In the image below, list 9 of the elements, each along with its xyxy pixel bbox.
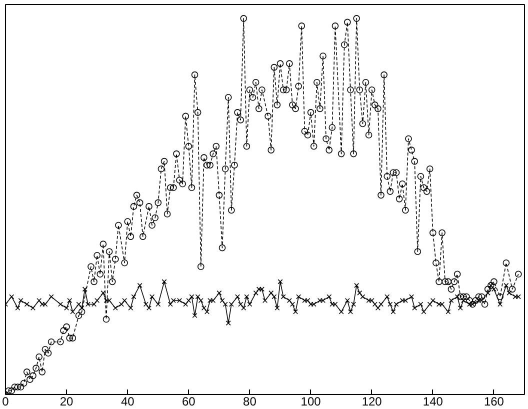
x-tick-label: 40 xyxy=(120,394,135,408)
x-tick-label: 0 xyxy=(2,394,10,408)
x-tick-label: 80 xyxy=(243,394,257,408)
x-tick-label: 140 xyxy=(422,394,444,408)
x-tick-label: 120 xyxy=(362,394,382,408)
x-tick-label: 160 xyxy=(484,394,504,408)
x-tick-label: 100 xyxy=(300,394,322,408)
x-tick-label: 60 xyxy=(182,394,196,408)
x-tick-label: 20 xyxy=(60,394,74,408)
